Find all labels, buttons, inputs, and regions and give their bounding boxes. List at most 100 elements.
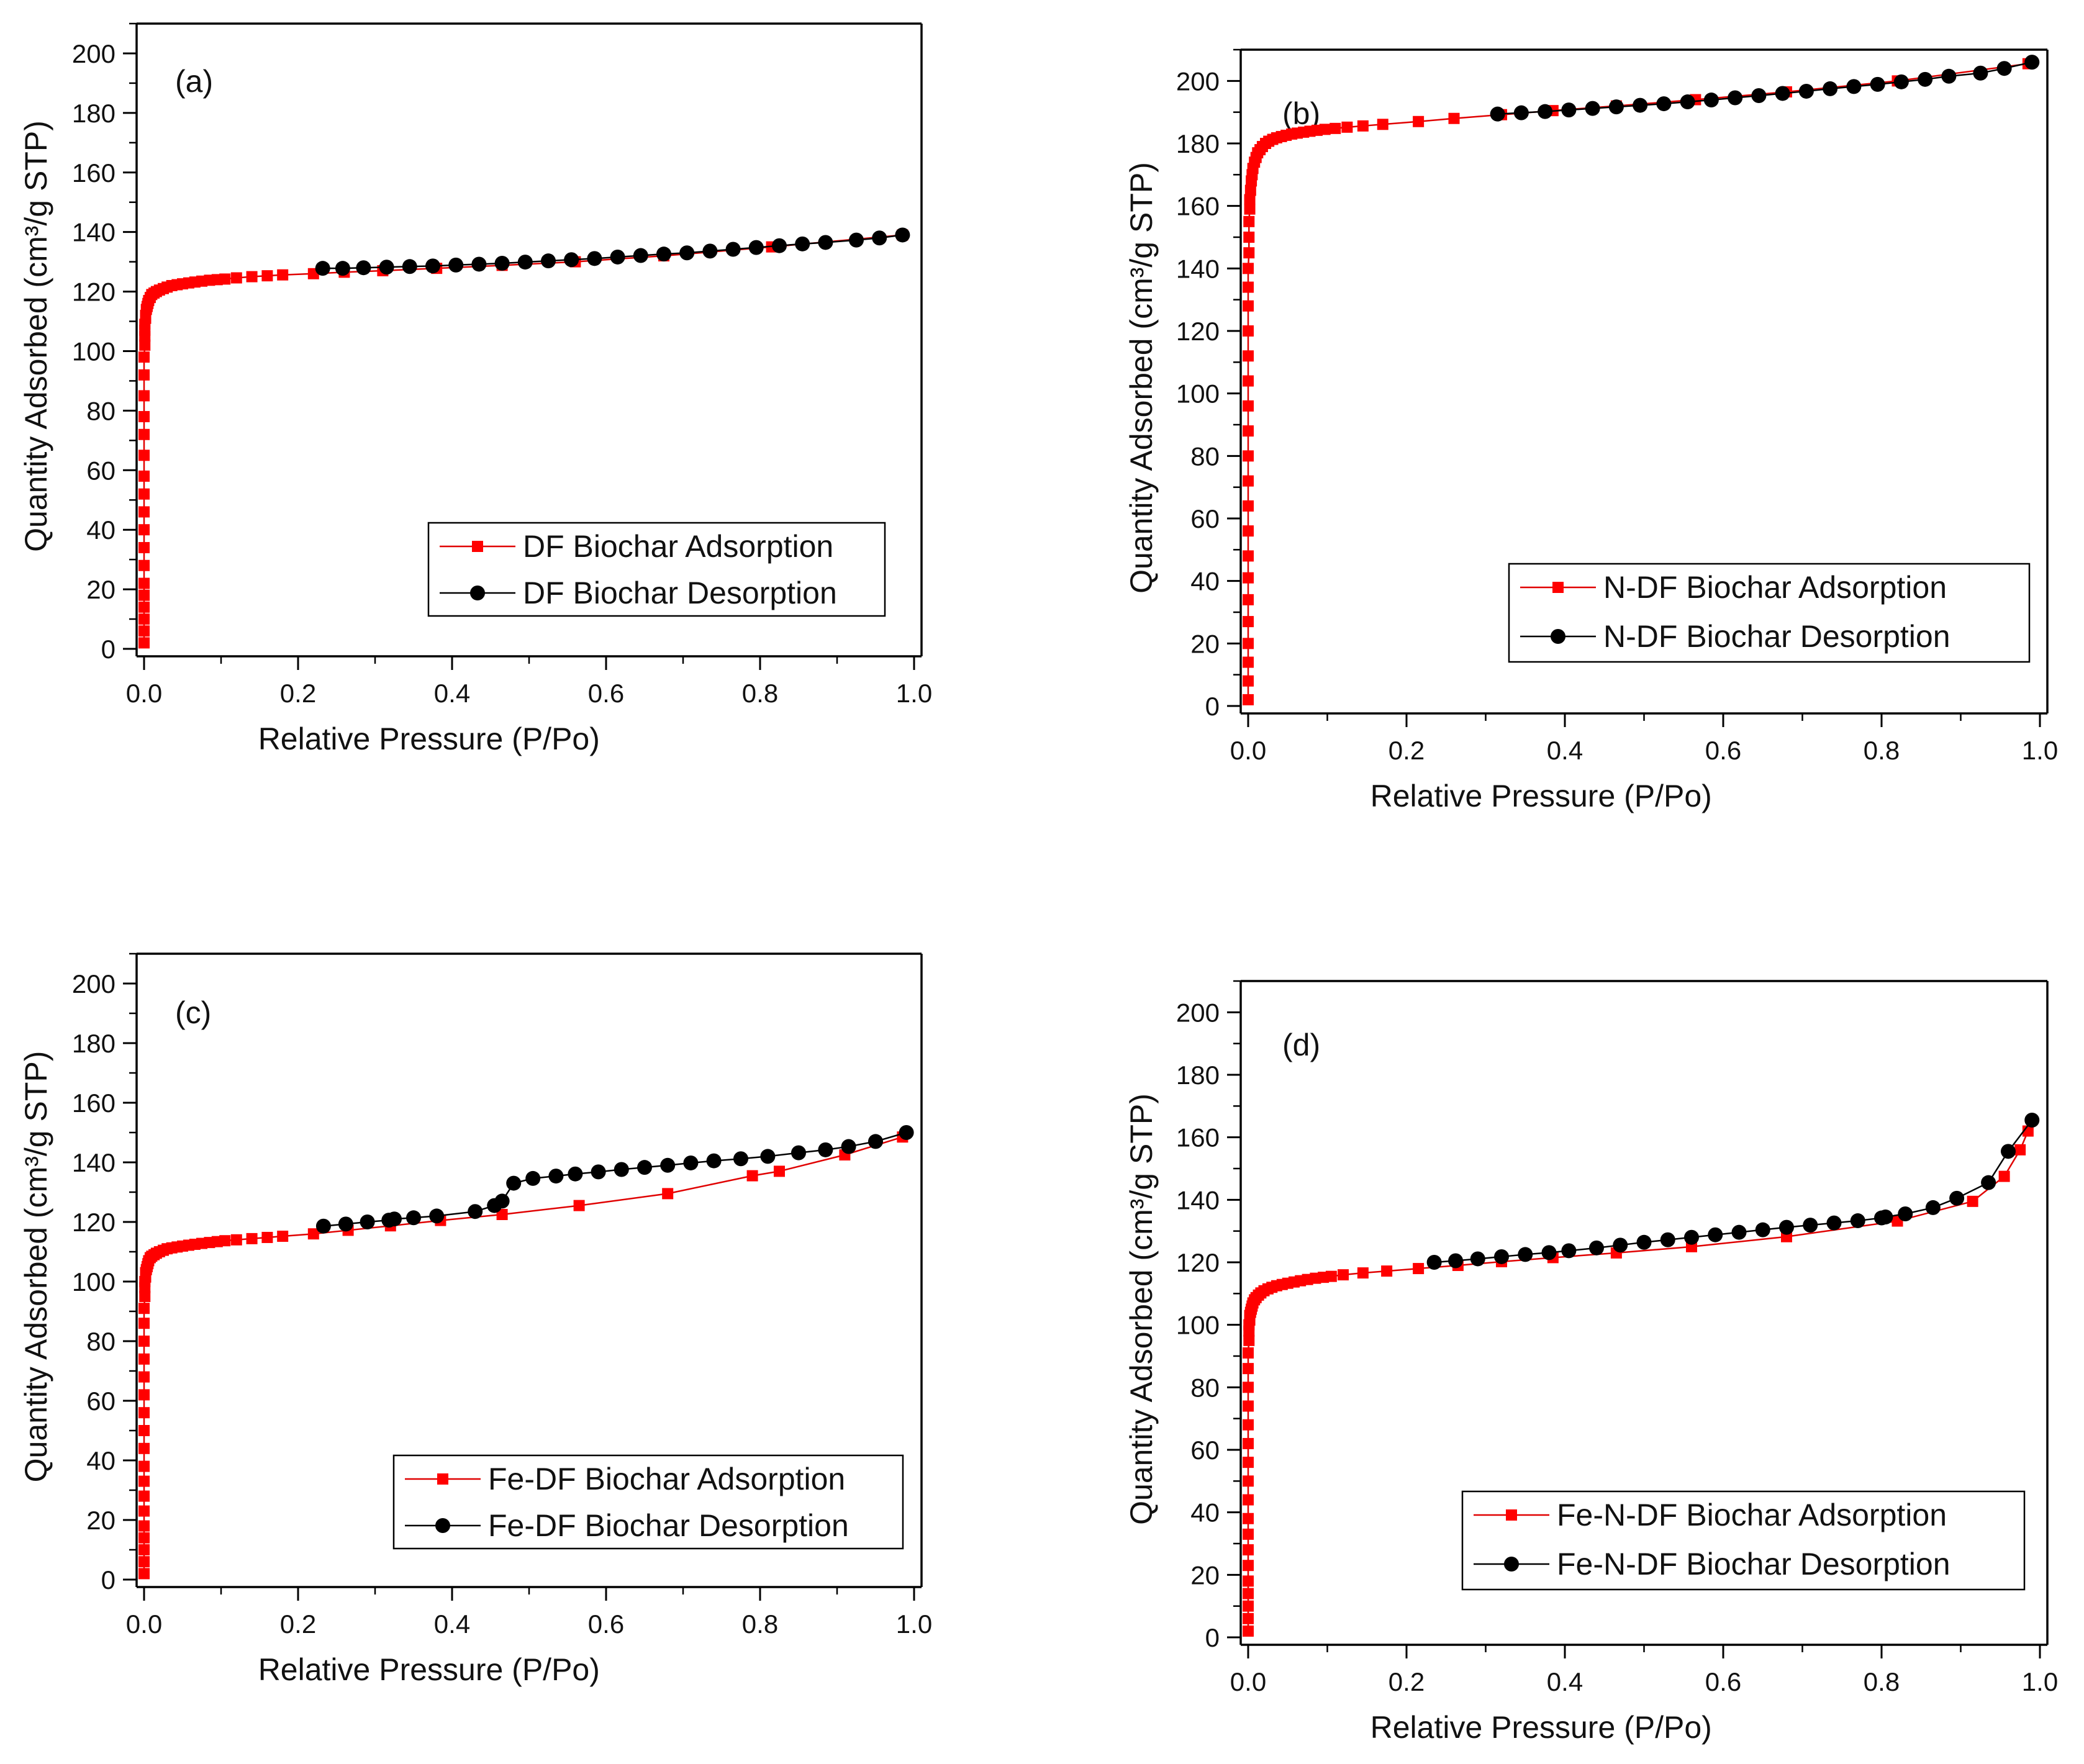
x-tick-label: 0.4 (1547, 736, 1583, 765)
y-tick-label: 120 (1176, 1248, 1220, 1277)
y-tick-label: 140 (72, 218, 116, 247)
desorption-point (1850, 1213, 1865, 1229)
legend-entry: N-DF Biochar Adsorption (1603, 570, 1947, 605)
adsorption-point (138, 351, 150, 363)
desorption-point (679, 245, 695, 261)
y-tick-label: 140 (1176, 254, 1220, 283)
y-tick-label: 160 (1176, 192, 1220, 221)
y-tick-label: 160 (72, 158, 116, 188)
panel-label: (a) (175, 64, 213, 99)
desorption-point (1755, 1222, 1770, 1237)
adsorption-point (1243, 1494, 1254, 1506)
desorption-point (660, 1157, 676, 1173)
desorption-series (1490, 55, 2040, 122)
adsorption-point (138, 559, 150, 571)
adsorption-point (138, 1336, 150, 1347)
desorption-point (402, 259, 417, 274)
desorption-point (2001, 1144, 2016, 1159)
legend-circle-marker (470, 586, 485, 600)
legend-circle-marker (1551, 629, 1565, 644)
adsorption-point (277, 269, 289, 281)
x-tick-label: 0.0 (126, 1609, 162, 1639)
desorption-point (1518, 1247, 1533, 1262)
desorption-point (841, 1139, 856, 1154)
desorption-series (315, 227, 910, 276)
desorption-point (772, 238, 787, 253)
desorption-point (1708, 1227, 1723, 1242)
x-tick-label: 1.0 (2022, 736, 2058, 765)
adsorption-point (1325, 1270, 1337, 1282)
adsorption-point (1243, 656, 1254, 668)
x-tick-label: 0.8 (1864, 1667, 1900, 1696)
legend-circle-marker (435, 1518, 450, 1533)
desorption-point (1608, 99, 1624, 115)
desorption-point (541, 253, 556, 269)
legend: Fe-N-DF Biochar Adsorption Fe-N-DF Biocha… (1461, 1490, 2026, 1591)
x-tick-label: 0.4 (434, 679, 470, 708)
desorption-point (379, 260, 394, 275)
desorption-point (1680, 94, 1695, 110)
legend-entry: Fe-DF Biochar Desorption (488, 1508, 849, 1543)
desorption-point (591, 1164, 606, 1180)
desorption-point (381, 1213, 397, 1228)
desorption-point (356, 260, 371, 276)
adsorption-point (1243, 694, 1254, 705)
desorption-point (795, 236, 810, 251)
x-axis-title: Relative Pressure (P/Po) (258, 721, 600, 756)
adsorption-point (1341, 121, 1353, 133)
adsorption-point (496, 1209, 508, 1220)
adsorption-point (277, 1231, 289, 1242)
desorption-point (1981, 1175, 1996, 1190)
y-axis-title: Quantity Adsorbed (cm³/g STP) (19, 1051, 53, 1483)
desorption-point (406, 1210, 421, 1226)
adsorption-point (1998, 1170, 2010, 1182)
adsorption-point (1243, 350, 1254, 362)
x-tick-label: 0.6 (588, 1609, 624, 1639)
desorption-point (702, 243, 718, 259)
desorption-point (656, 247, 671, 262)
adsorption-point (1243, 500, 1254, 512)
adsorption-point (1243, 1457, 1254, 1468)
desorption-series (1426, 1112, 2040, 1270)
x-tick-label: 0.4 (434, 1609, 470, 1639)
adsorption-point (1319, 124, 1331, 135)
adsorption-point (1243, 550, 1254, 562)
x-tick-label: 0.6 (1705, 1667, 1741, 1696)
adsorption-point (138, 390, 150, 402)
x-tick-label: 0.6 (588, 679, 624, 708)
y-tick-label: 120 (72, 278, 116, 307)
x-axis-title: Relative Pressure (P/Po) (1370, 1710, 1712, 1745)
y-tick-label: 40 (1190, 1498, 1220, 1527)
legend-box (1461, 1490, 2026, 1591)
desorption-point (725, 242, 741, 257)
adsorption-point (138, 589, 150, 601)
y-tick-label: 100 (1176, 1311, 1220, 1340)
legend-entry: Fe-N-DF Biochar Desorption (1557, 1547, 1950, 1581)
y-axis-title: Quantity Adsorbed (cm³/g STP) (1124, 1093, 1159, 1525)
legend-entry: DF Biochar Adsorption (523, 529, 833, 564)
x-tick-label: 0.0 (126, 679, 162, 708)
adsorption-point (1243, 1560, 1254, 1572)
desorption-point (1728, 90, 1743, 106)
legend-entry: N-DF Biochar Desorption (1603, 619, 1950, 654)
adsorption-point (139, 1291, 151, 1302)
desorption-point (1826, 1215, 1842, 1231)
adsorption-point (138, 577, 150, 589)
adsorption-point (1243, 1334, 1255, 1346)
adsorption-point (1243, 215, 1255, 227)
y-tick-label: 60 (86, 1386, 116, 1416)
adsorption-point (1243, 1588, 1254, 1599)
desorption-point (1803, 1218, 1818, 1233)
desorption-point (791, 1145, 806, 1160)
desorption-point (487, 1198, 502, 1213)
adsorption-point (1243, 1400, 1254, 1412)
desorption-point (1513, 105, 1529, 120)
desorption-point (1585, 101, 1600, 116)
chart-panel-a: 0.0 0.2 0.4 0.6 0.8 1.0 0 20 40 60 80 100 120 140 160 1… (19, 22, 932, 756)
chart-panel-d: 0.0 0.2 0.4 0.6 0.8 1.0 0 20 40 60 80 100 120 140 160 1… (1124, 980, 2058, 1745)
desorption-point (1636, 1234, 1652, 1250)
adsorption-point (1243, 572, 1254, 584)
desorption-point (1656, 96, 1672, 112)
desorption-point (1490, 106, 1505, 122)
y-tick-label: 160 (1176, 1123, 1220, 1152)
